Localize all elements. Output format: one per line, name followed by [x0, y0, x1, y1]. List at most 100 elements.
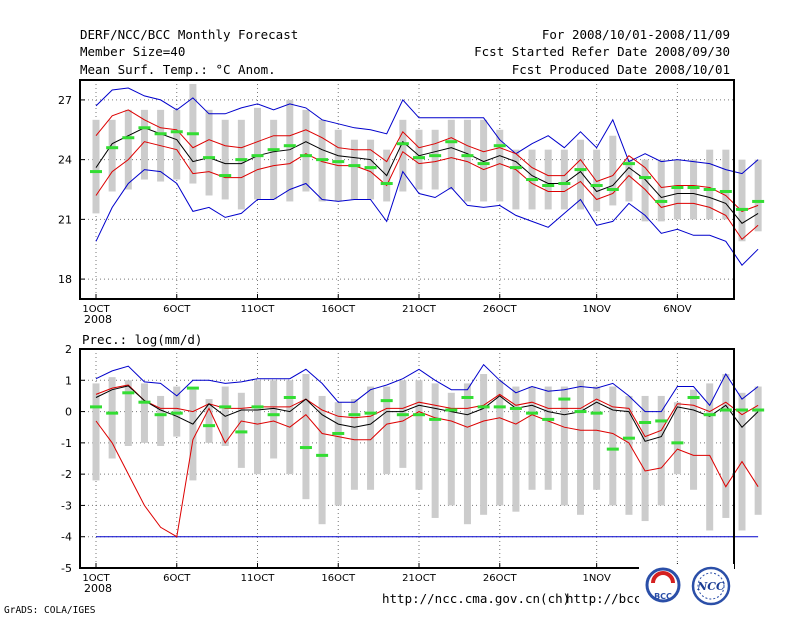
temp-member-box: [625, 159, 633, 202]
temp-member-box: [237, 119, 245, 210]
ncc-logo-ring-icon: [691, 566, 731, 606]
prec-member-box: [124, 380, 132, 446]
temperature-plot-frame: [79, 79, 735, 300]
temp-xtick-label: 26OCT: [483, 304, 518, 315]
prec-median-mark: [348, 413, 361, 417]
temp-member-box: [447, 119, 455, 190]
temp-median-mark: [283, 144, 296, 148]
prec-median-mark: [509, 406, 522, 410]
temp-ytick-label: 24: [58, 154, 72, 167]
prec-member-box: [205, 399, 213, 443]
prec-median-mark: [687, 395, 700, 399]
prec-member-box: [641, 395, 649, 522]
prec-member-box: [350, 399, 358, 490]
temp-xtick-label: 1OCT: [82, 304, 110, 315]
prec-member-box: [609, 386, 617, 506]
prec-member-box: [415, 380, 423, 490]
temp-median-mark: [316, 158, 329, 162]
temp-median-mark: [703, 188, 716, 191]
temp-member-box: [609, 135, 617, 206]
temp-median-mark: [235, 158, 248, 162]
prec-member-box: [318, 395, 326, 525]
prec-median-mark: [752, 408, 765, 412]
precipitation-plot-frame: [79, 348, 735, 569]
prec-member-box: [544, 386, 552, 490]
temp-xtick-label: 6OCT: [163, 304, 191, 315]
temp-member-box: [140, 109, 148, 180]
temp-median-mark: [251, 154, 264, 158]
temp-median-mark: [396, 142, 409, 146]
temp-member-box: [205, 109, 213, 196]
temp-member-box: [221, 119, 229, 200]
prec-xtick-label: 16OCT: [321, 573, 356, 584]
temp-median-mark: [752, 199, 765, 203]
header-member-size: Member Size=40: [80, 44, 185, 59]
temp-ytick-label: 18: [58, 273, 72, 286]
prec-median-mark: [736, 408, 748, 412]
ncc-logo: NCC: [691, 566, 731, 606]
prec-xtick-label: 1NOV: [582, 573, 611, 584]
temp-member-box: [367, 139, 375, 200]
prec-median-mark: [719, 408, 732, 412]
ncc-logo-text: NCC: [696, 580, 725, 593]
prec-median-mark: [429, 417, 442, 421]
temp-member-box: [302, 109, 310, 192]
prec-xtick-label: 26OCT: [483, 573, 518, 584]
temp-median-mark: [380, 182, 393, 186]
prec-ensemble-mean-line: [95, 385, 759, 442]
temp-median-mark: [445, 140, 458, 144]
temp-panel-title: Mean Surf. Temp.: °C Anom.: [80, 62, 276, 77]
prec-median-mark: [106, 411, 119, 415]
prec-median-mark: [203, 424, 216, 428]
prec-member-box: [528, 386, 536, 490]
temp-median-mark: [154, 132, 167, 136]
url-bcc[interactable]: http://bcc.: [566, 591, 649, 606]
prec-xtick-label: 1OCT: [82, 573, 110, 584]
url-ncc[interactable]: http://ncc.cma.gov.cn(ch): [382, 591, 570, 606]
temp-member-box: [657, 159, 665, 222]
prec-inner-lower-line: [95, 407, 759, 538]
prec-member-box: [270, 380, 278, 459]
temp-median-mark: [267, 148, 280, 152]
prec-median-mark: [154, 413, 167, 417]
prec-median-mark: [493, 405, 506, 409]
prec-member-box: [302, 374, 310, 500]
prec-member-box: [496, 380, 504, 506]
prec-median-mark: [299, 446, 312, 450]
prec-median-mark: [396, 413, 409, 417]
temp-median-mark: [719, 189, 732, 193]
prec-member-box: [673, 402, 681, 475]
temp-ytick-label: 21: [58, 213, 72, 226]
prec-member-box: [480, 374, 488, 515]
temp-member-box: [593, 149, 601, 212]
prec-member-box: [108, 377, 116, 459]
prec-median-mark: [235, 430, 248, 434]
temp-median-mark: [526, 178, 539, 182]
header-title: DERF/NCC/BCC Monthly Forecast: [80, 27, 298, 42]
temp-median-mark: [558, 182, 571, 186]
temp-median-mark: [477, 162, 490, 166]
temp-inner-upper-line: [95, 109, 759, 212]
prec-median-mark: [219, 405, 232, 409]
temp-median-mark: [687, 186, 700, 190]
temp-median-mark: [671, 186, 684, 190]
prec-member-box: [431, 383, 439, 518]
prec-member-box: [560, 386, 568, 506]
prec-member-box: [367, 386, 375, 490]
prec-median-mark: [574, 410, 587, 414]
prec-median-mark: [622, 436, 635, 440]
temp-median-mark: [203, 156, 216, 160]
prec-member-box: [706, 383, 714, 531]
prec-member-box: [334, 402, 342, 506]
temp-member-box: [124, 109, 132, 190]
temp-median-mark: [493, 144, 506, 148]
temp-median-mark: [590, 184, 603, 188]
prec-median-mark: [445, 408, 458, 412]
temp-member-box: [754, 159, 762, 232]
temp-member-box: [431, 129, 439, 190]
prec-ytick-label: -1: [61, 437, 72, 450]
prec-member-box: [173, 386, 181, 437]
temp-member-box: [738, 159, 746, 242]
prec-ytick-label: -2: [61, 468, 72, 481]
